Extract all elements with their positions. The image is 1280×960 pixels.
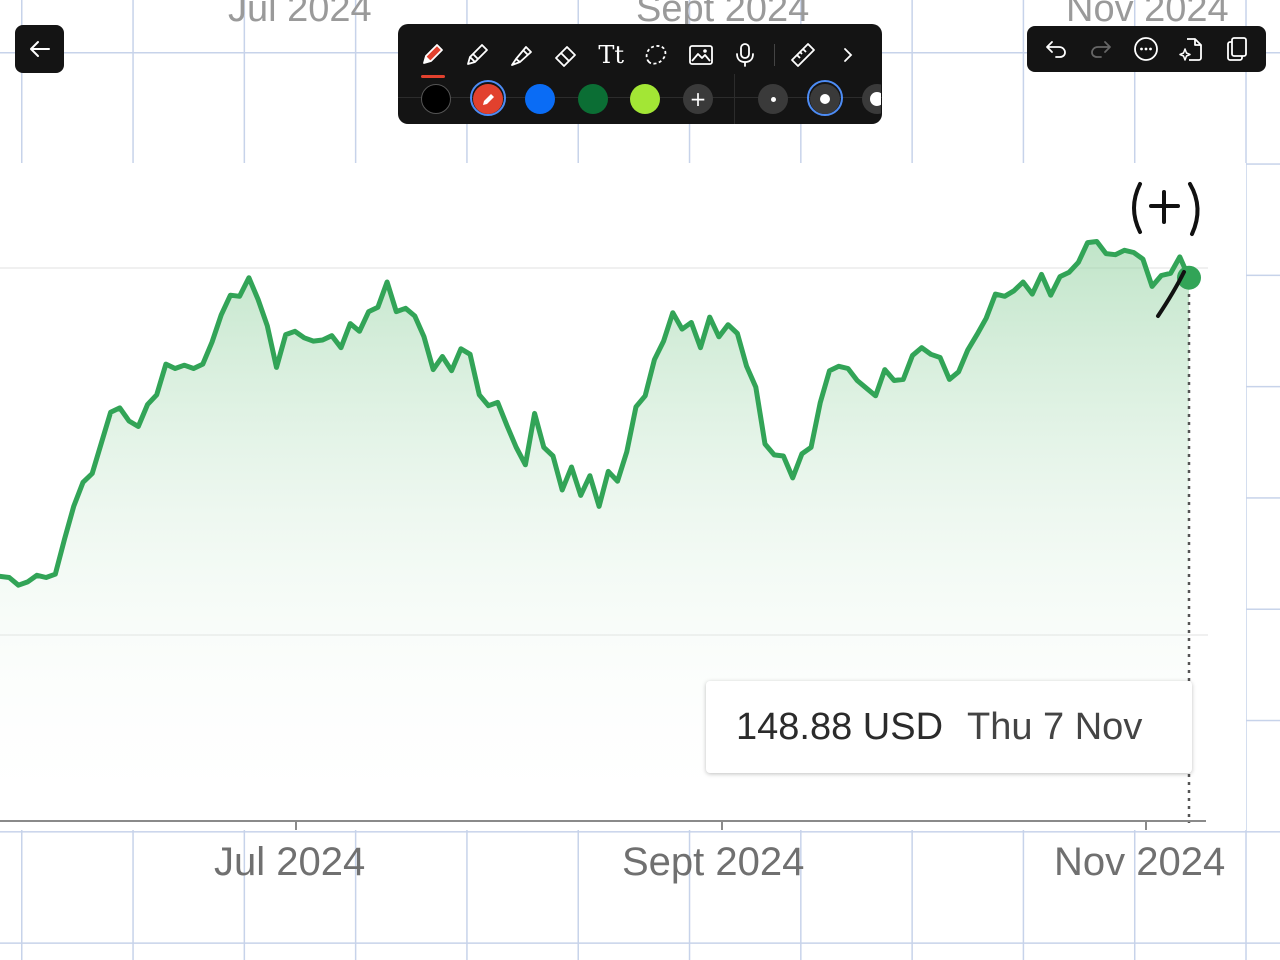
tooltip-price: 148.88 USD	[736, 705, 944, 748]
color-swatch-lime[interactable]	[630, 84, 660, 114]
microphone-icon	[736, 43, 755, 67]
eraser-icon	[555, 46, 577, 67]
x-label-nov: Nov 2024	[1054, 840, 1226, 884]
x-label-sept: Sept 2024	[622, 840, 805, 884]
add-color-button[interactable]: +	[683, 84, 713, 114]
color-swatch-black[interactable]	[421, 84, 451, 114]
chevron-right-icon	[843, 48, 852, 62]
pencil-icon	[467, 44, 488, 65]
price-area-fill	[0, 241, 1189, 818]
copy-icon	[1227, 37, 1248, 61]
arrow-left-icon	[29, 41, 50, 57]
color-swatch-blue[interactable]	[525, 84, 555, 114]
undo-button[interactable]	[1038, 31, 1074, 67]
copy-button[interactable]	[1219, 31, 1255, 67]
ai-document-button[interactable]	[1174, 31, 1210, 67]
microphone-tool-button[interactable]	[723, 35, 768, 75]
stroke-size-medium[interactable]	[810, 84, 840, 114]
tool-row: Tt	[410, 32, 870, 78]
lasso-icon	[645, 45, 667, 65]
tooltip-date: Thu 7 Nov	[967, 705, 1143, 748]
selected-size-ring	[807, 80, 843, 116]
stroke-size-large-clipped[interactable]	[862, 84, 881, 114]
undo-icon	[1045, 41, 1066, 58]
selected-color-ring	[470, 80, 506, 116]
pen-mini-icon	[483, 94, 494, 105]
redo-icon	[1091, 41, 1111, 58]
actions-toolbar	[1027, 26, 1266, 72]
pen-tool-button[interactable]	[410, 35, 455, 78]
lasso-tool-button[interactable]	[634, 35, 679, 75]
marker-icon	[510, 46, 532, 66]
image-icon	[688, 45, 713, 65]
stroke-size-small[interactable]	[758, 84, 788, 114]
text-tool-button[interactable]: Tt	[589, 35, 634, 75]
redo-button[interactable]	[1083, 31, 1119, 67]
text-tool-icon: Tt	[598, 41, 624, 69]
more-tools-button[interactable]	[825, 35, 870, 75]
background-label-jul: Jul 2024	[228, 0, 372, 30]
marker-tool-button[interactable]	[499, 35, 544, 75]
more-options-button[interactable]	[1128, 31, 1164, 67]
ruler-tool-button[interactable]	[781, 35, 826, 75]
ruler-icon	[791, 43, 815, 67]
swatch-divider	[734, 74, 735, 124]
document-sparkle-icon	[1179, 38, 1202, 61]
color-swatch-dark-green[interactable]	[578, 84, 608, 114]
stock-chart	[0, 239, 1208, 830]
price-tooltip: 148.88 USD Thu 7 Nov	[706, 681, 1192, 773]
ellipsis-circle-icon	[1134, 37, 1159, 61]
image-tool-button[interactable]	[678, 35, 723, 75]
background-label-nov: Nov 2024	[1066, 0, 1229, 30]
toolbar-divider	[773, 44, 775, 66]
price-line	[0, 239, 1192, 588]
color-swatch-red-selected[interactable]	[473, 84, 503, 114]
eraser-tool-button[interactable]	[544, 35, 589, 75]
pen-icon	[423, 44, 444, 64]
x-label-jul: Jul 2024	[214, 840, 366, 884]
handwritten-annotation	[1132, 182, 1200, 318]
pencil-tool-button[interactable]	[455, 35, 500, 75]
back-button[interactable]	[15, 25, 64, 73]
